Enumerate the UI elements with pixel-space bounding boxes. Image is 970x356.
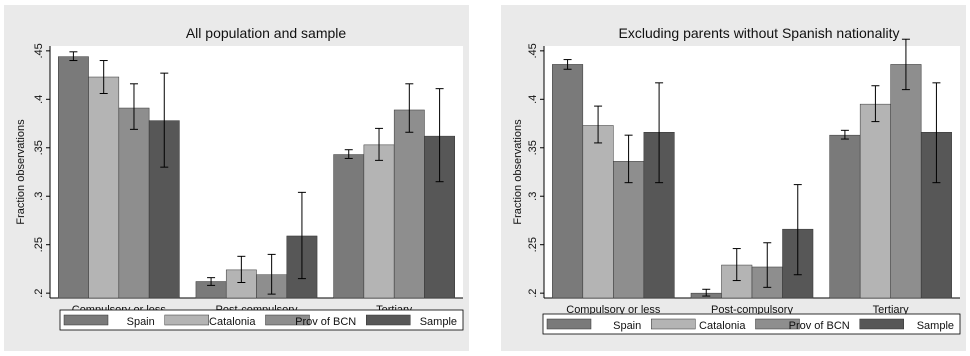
y-tick-label: .35	[527, 140, 539, 155]
legend-swatch	[651, 318, 696, 330]
y-axis-label: Fraction observations	[512, 119, 524, 225]
legend-label: Catalonia	[699, 320, 746, 332]
bar-catalonia	[582, 125, 614, 299]
y-tick-label: .3	[33, 192, 45, 201]
y-axis-label: Fraction observations	[15, 119, 27, 225]
bar-catalonia	[88, 76, 120, 299]
legend-label: Spain	[613, 320, 641, 332]
legend-label: Sample	[917, 320, 954, 332]
chart-svg: All population and sample .2 .25 .3 .35 .4 .4…	[15, 25, 464, 331]
bar-catalonia	[859, 103, 891, 299]
x-category-label: Compulsory or less	[566, 304, 661, 316]
bar-spain	[333, 154, 365, 299]
chart-title: All population and sample	[186, 25, 347, 41]
legend-swatch	[265, 314, 310, 326]
legend-label: Sample	[420, 316, 457, 328]
x-category-label: Post-compulsory	[711, 304, 793, 316]
legend-swatch	[546, 318, 592, 330]
y-tick-label: .35	[33, 140, 45, 155]
legend-box	[542, 313, 961, 335]
bar-prov-of-bcn	[393, 109, 425, 299]
y-tick-label: .4	[527, 95, 539, 104]
bar-prov-of-bcn	[890, 64, 922, 299]
y-tick-label: .25	[527, 237, 539, 252]
y-tick-label: .2	[527, 289, 539, 298]
legend-swatch	[63, 314, 109, 326]
chart-panel-all-population: All population and sample .2 .25 .3 .35 .4 .4…	[4, 5, 469, 351]
bar-catalonia	[363, 144, 395, 299]
legend-label: Catalonia	[209, 316, 256, 328]
legend-box	[59, 309, 464, 331]
legend-label: Spain	[127, 316, 155, 328]
y-tick-label: .25	[33, 237, 45, 252]
y-tick-label: .3	[527, 192, 539, 201]
bar-spain	[829, 134, 861, 299]
y-tick-label: .45	[33, 43, 45, 58]
legend-swatch	[859, 318, 904, 330]
legend-label: Prov of BCN	[789, 320, 850, 332]
chart-svg: Excluding parents without Spanish nation…	[512, 25, 961, 335]
y-tick-label: .45	[527, 43, 539, 58]
legend-swatch	[366, 314, 411, 326]
bar-spain	[58, 56, 89, 299]
y-tick-label: .4	[33, 95, 45, 104]
chart-title: Excluding parents without Spanish nation…	[619, 25, 900, 41]
legend-label: Prov of BCN	[295, 316, 356, 328]
bar-prov-of-bcn	[118, 107, 150, 299]
legend-swatch	[164, 314, 209, 326]
bar-spain	[552, 64, 584, 299]
x-category-label: Tertiary	[873, 304, 910, 316]
y-tick-label: .2	[33, 289, 45, 298]
legend-swatch	[755, 318, 800, 330]
chart-panel-excluding-parents: Excluding parents without Spanish nation…	[501, 5, 966, 351]
